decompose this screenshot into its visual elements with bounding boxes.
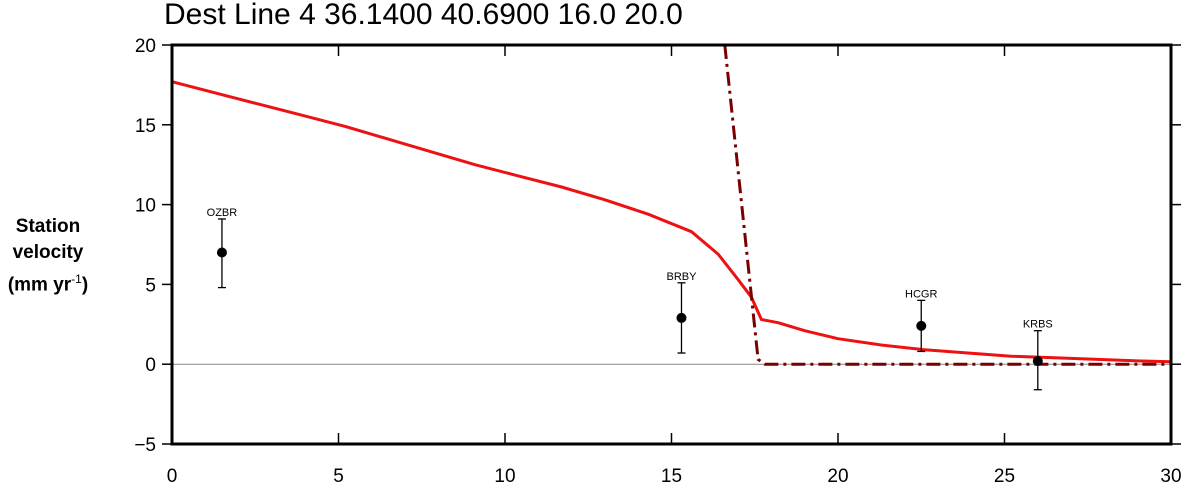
x-tick-label-0: 0 xyxy=(167,466,178,487)
station-point-3 xyxy=(1032,356,1043,367)
y-tick-label-1: 15 xyxy=(135,116,156,137)
x-tick-label-5: 25 xyxy=(994,466,1015,487)
station-label-0: OZBR xyxy=(207,207,238,219)
y-tick-label-2: 10 xyxy=(135,196,156,217)
y-tick-label-0: 20 xyxy=(135,36,156,57)
x-tick-label-3: 15 xyxy=(661,466,682,487)
series-line-0 xyxy=(171,80,1172,364)
station-point-1 xyxy=(676,312,687,323)
station-label-1: BRBY xyxy=(667,271,698,283)
station-point-0 xyxy=(216,247,227,258)
y-tick-label-4: 0 xyxy=(145,355,156,376)
station-point-2 xyxy=(916,320,927,331)
y-axis-label: Station velocity (mm yr-1) xyxy=(0,214,96,298)
x-tick-label-4: 20 xyxy=(827,466,848,487)
station-label-2: HCGR xyxy=(905,288,937,300)
y-axis-label-line3: (mm yr-1) xyxy=(7,272,89,296)
x-tick-label-6: 30 xyxy=(1160,466,1181,487)
series-line-1 xyxy=(723,44,1171,366)
plot-frame xyxy=(170,43,1173,446)
y-axis-label-line1: Station xyxy=(15,216,81,237)
x-tick-label-2: 10 xyxy=(494,466,515,487)
chart-title: Dest Line 4 36.1400 40.6900 16.0 20.0 xyxy=(164,0,683,31)
y-axis-label-line2: velocity xyxy=(12,242,84,263)
y-tick-label-3: 5 xyxy=(145,275,156,296)
y-tick-label-5: −5 xyxy=(134,435,156,456)
x-tick-label-1: 5 xyxy=(333,466,344,487)
station-label-3: KRBS xyxy=(1023,319,1053,331)
